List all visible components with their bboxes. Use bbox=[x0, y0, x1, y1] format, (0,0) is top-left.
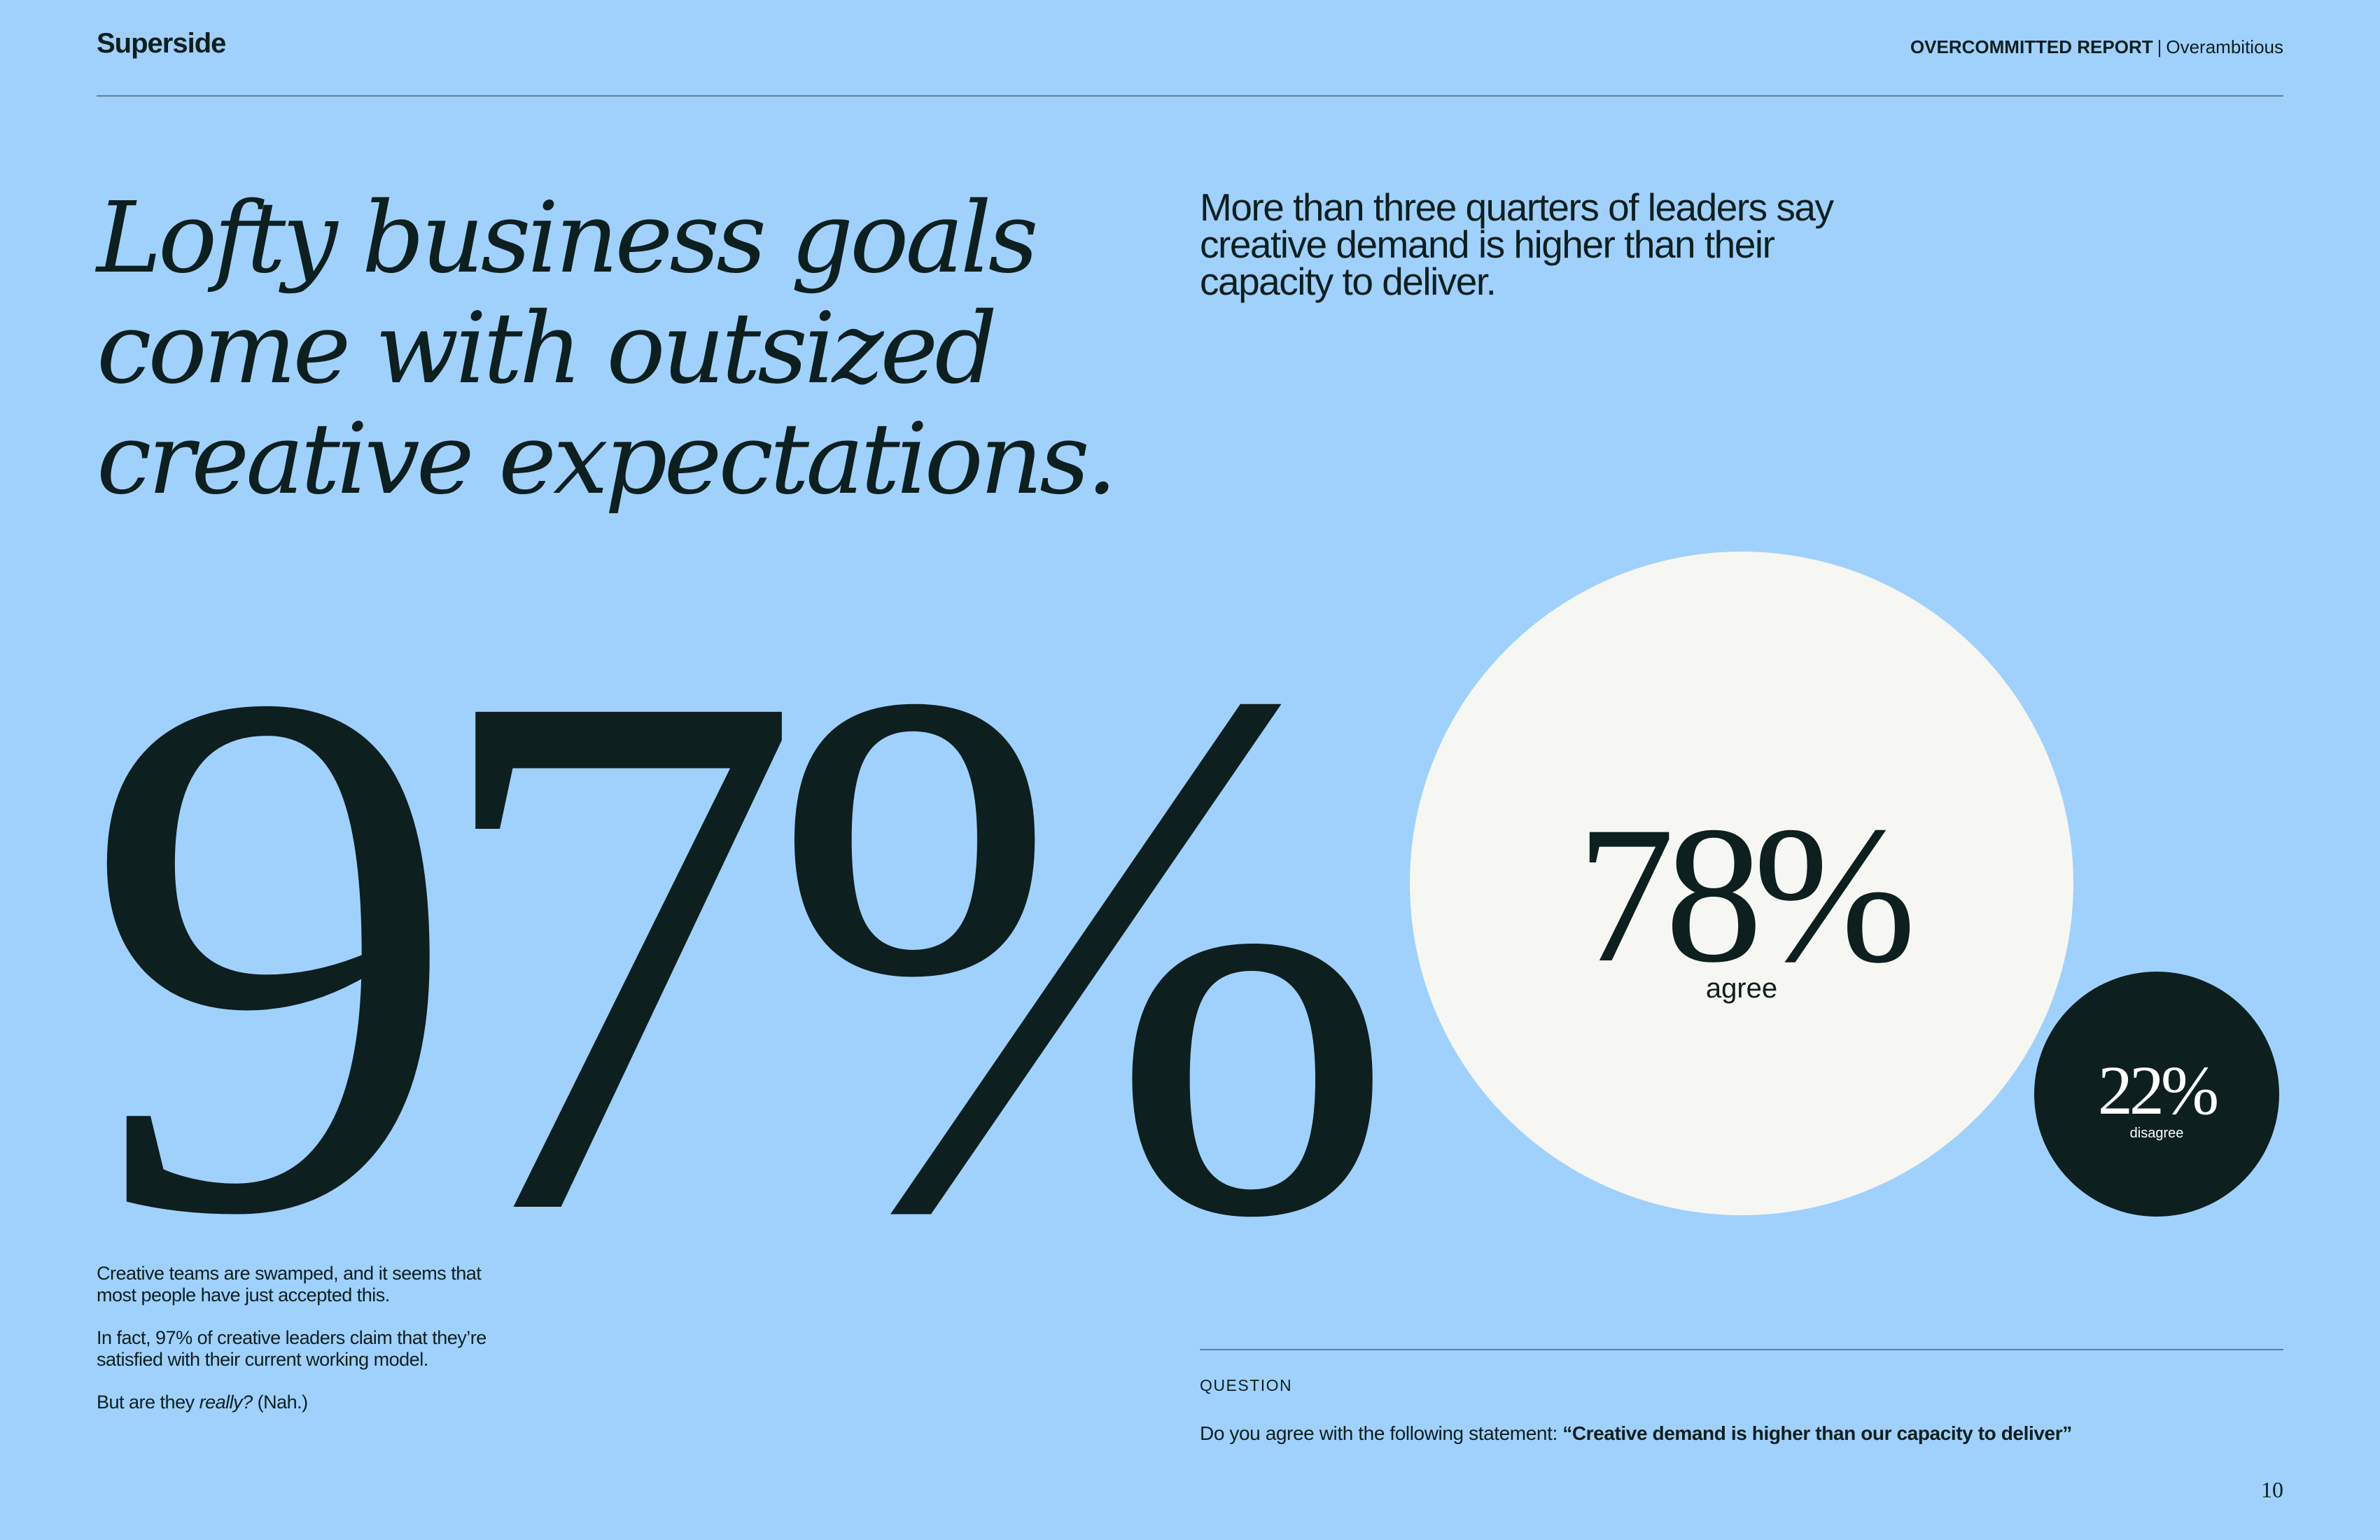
question-statement: “Creative demand is higher than our capa… bbox=[1562, 1422, 2072, 1444]
header-separator: | bbox=[2157, 36, 2162, 57]
body-copy: Creative teams are swamped, and it seems… bbox=[97, 1263, 489, 1434]
logo-wordmark: Superside bbox=[97, 28, 226, 59]
disagree-label: disagree bbox=[2129, 1126, 2184, 1141]
header-divider bbox=[97, 95, 2283, 97]
body-paragraph-1: Creative teams are swamped, and it seems… bbox=[97, 1263, 482, 1306]
chart-subhead: More than three quarters of leaders say … bbox=[1200, 186, 1834, 303]
body-paragraph-2: In fact, 97% of creative leaders claim t… bbox=[97, 1327, 486, 1370]
body-paragraph-3-emphasis: really? bbox=[199, 1392, 253, 1413]
section-name: Overambitious bbox=[2166, 36, 2283, 57]
report-name: OVERCOMMITTED REPORT bbox=[1910, 36, 2153, 57]
disagree-percentage: 22% bbox=[2097, 1051, 2219, 1129]
question-label: QUESTION bbox=[1200, 1376, 1293, 1394]
body-paragraph-3-start: But are they bbox=[97, 1392, 200, 1413]
body-paragraph-3-end: (Nah.) bbox=[252, 1392, 309, 1413]
body-paragraph-3: But are they really? (Nah.) bbox=[97, 1392, 489, 1413]
agree-label: agree bbox=[1705, 973, 1778, 1004]
page-headline: Lofty business goals come with outsized … bbox=[97, 181, 1117, 517]
page-number: 10 bbox=[2261, 1477, 2283, 1502]
superside-logo[interactable]: Superside bbox=[97, 28, 226, 59]
report-header: OVERCOMMITTED REPORT | Overambitious bbox=[1910, 36, 2283, 58]
agree-circle: 78% agree bbox=[1410, 552, 2073, 1215]
agree-percentage: 78% bbox=[1576, 785, 1916, 1003]
question-divider bbox=[1200, 1349, 2283, 1350]
question-text: Do you agree with the following statemen… bbox=[1200, 1422, 2072, 1445]
question-prefix: Do you agree with the following statemen… bbox=[1200, 1422, 1563, 1444]
big-stat-value: 97% bbox=[83, 533, 1399, 1371]
disagree-circle: 22% disagree bbox=[2034, 972, 2279, 1217]
